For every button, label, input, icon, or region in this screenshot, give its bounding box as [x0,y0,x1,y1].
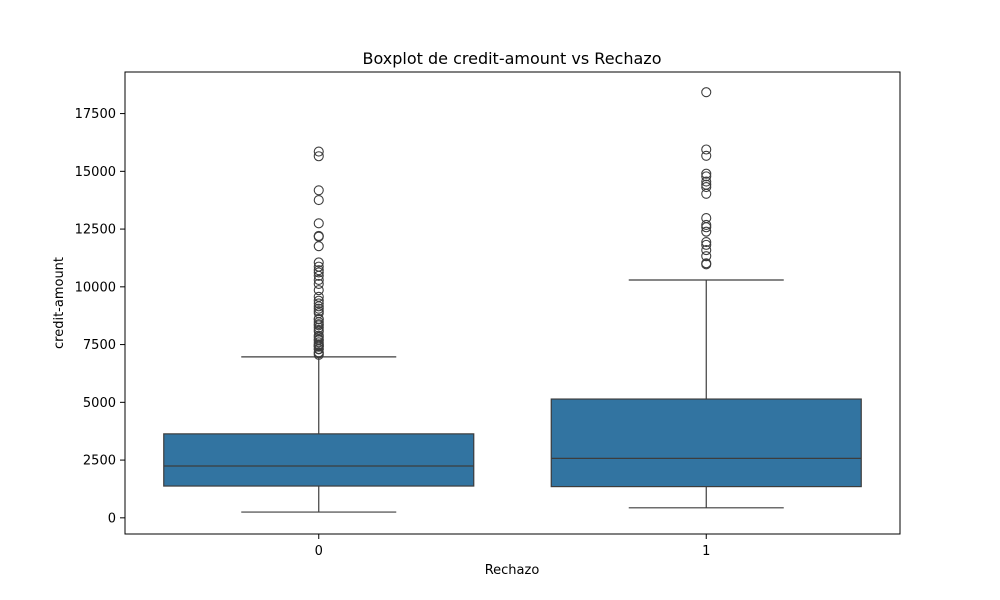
outlier-point [313,306,324,317]
box-group-0 [163,146,475,513]
outlier-point [313,230,324,241]
outlier-point [313,257,324,268]
outlier-point [313,303,324,314]
outlier-point [313,195,324,206]
chart-title: Boxplot de credit-amount vs Rechazo [363,49,662,68]
y-tick-label: 0 [108,511,116,526]
y-tick-label: 17500 [75,107,116,122]
outlier-point [701,219,712,230]
outlier-point [313,218,324,229]
outlier-point [313,185,324,196]
x-axis-label: Rechazo [485,563,540,578]
y-tick-label: 12500 [75,223,116,238]
y-tick-label: 15000 [75,165,116,180]
outlier-point [313,278,324,289]
x-tick-label: 0 [315,544,323,559]
y-tick-label: 5000 [83,396,116,411]
outlier-point [701,87,712,98]
outlier-point [313,274,324,286]
outlier-point [313,295,324,306]
outlier-point [313,261,324,272]
outlier-point [701,251,712,262]
outlier-point [701,171,712,182]
outlier-point [701,239,712,250]
outlier-point [701,226,712,237]
y-tick-label: 10000 [75,280,116,295]
outlier-point [313,241,324,252]
y-tick-label: 2500 [83,454,116,469]
outlier-point [701,168,712,179]
y-tick-label: 7500 [83,338,116,353]
box-iqr-0 [163,433,475,487]
outlier-point [701,144,712,155]
outlier-point [313,151,324,162]
outlier-point [701,245,712,256]
y-axis-label: credit-amount [52,257,67,349]
outlier-point [313,347,324,358]
outlier-point [313,298,324,309]
outlier-point [313,146,324,157]
outlier-point [701,176,712,187]
outlier-point [701,182,712,193]
plot-frame [124,71,901,535]
y-axis: 0 2500 5000 7500 10000 12500 15000 17500 [75,107,125,526]
outlier-point [313,291,324,302]
box-iqr-1 [550,398,862,488]
outlier-point [313,285,324,296]
outlier-point [701,258,712,269]
x-tick-label: 1 [702,544,710,559]
outlier-point [701,179,712,190]
outlier-point [701,237,712,248]
outlier-point [701,150,712,161]
outlier-point [313,265,324,276]
outlier-point [313,313,324,324]
box-group-1 [550,87,862,509]
outlier-point [701,213,712,224]
outlier-point [313,330,324,341]
